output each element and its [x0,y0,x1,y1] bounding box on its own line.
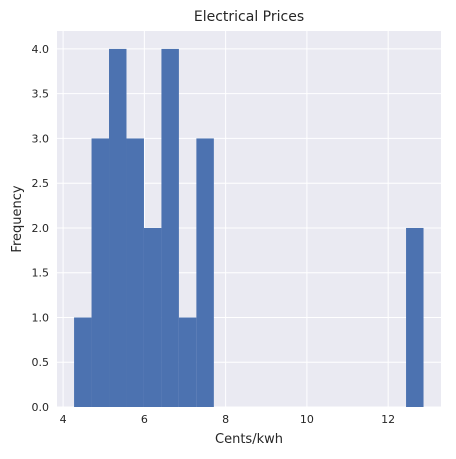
histogram-bars [74,48,424,408]
y-tick-label: 2.5 [32,177,50,190]
histogram-bar [74,317,92,407]
histogram-bar [406,227,424,407]
y-tick-label: 0.0 [32,401,50,414]
histogram-bar [196,138,214,407]
x-axis-ticks: 4 6 8 10 12 [60,413,396,426]
y-tick-label: 1.5 [32,267,50,280]
y-tick-label: 1.0 [32,311,50,324]
y-tick-label: 4.0 [32,43,50,56]
x-tick-label: 8 [222,413,229,426]
y-tick-label: 3.5 [32,88,50,101]
y-tick-label: 3.0 [32,132,50,145]
chart-title: Electrical Prices [194,9,304,25]
y-tick-label: 0.5 [32,356,50,369]
x-tick-label: 6 [141,413,148,426]
histogram-bar [126,138,144,407]
x-tick-label: 4 [60,413,67,426]
x-tick-label: 12 [381,413,395,426]
histogram-bar [143,227,162,407]
y-tick-label: 2.0 [32,222,50,235]
y-axis-ticks: 0.0 0.5 1.0 1.5 2.0 2.5 3.0 3.5 4.0 [32,43,50,414]
y-axis-label: Frequency [10,185,25,252]
histogram-bar [178,317,197,407]
x-tick-label: 10 [300,413,314,426]
x-axis-label: Cents/kwh [215,432,283,447]
histogram-bar [161,48,179,408]
histogram-bar [91,138,110,407]
histogram-bar [109,48,127,408]
